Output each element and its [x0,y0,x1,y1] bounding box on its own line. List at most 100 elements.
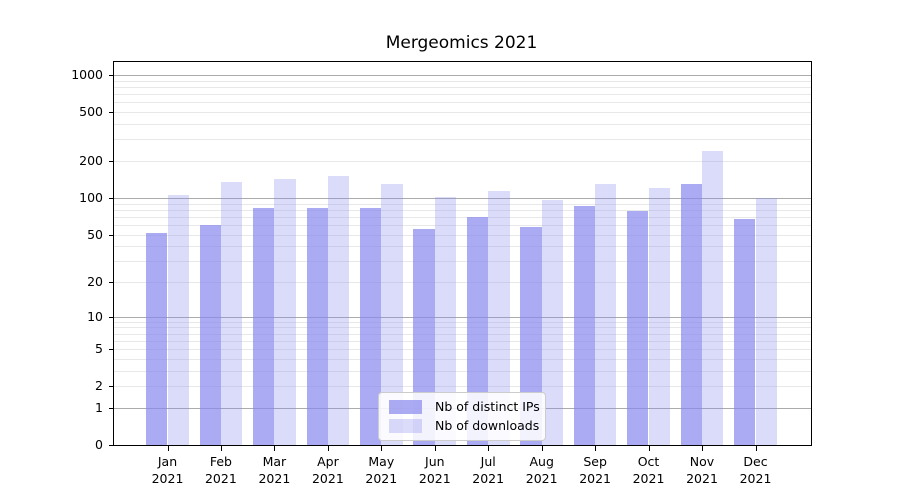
gridline-minor-20 [114,282,811,283]
gridline-minor-6 [114,340,811,342]
y-tick-200 [109,161,114,162]
bar-distinct-ips-aug-2021 [520,226,542,445]
y-tick-50 [109,234,114,236]
bar-distinct-ips-apr-2021 [306,207,328,445]
x-tick-dec [755,446,757,451]
y-tick-label-100: 100 [79,189,103,205]
y-tick-label-500: 500 [79,104,103,120]
y-tick-label-50: 50 [87,226,103,242]
bar-distinct-ips-may-2021 [359,208,382,445]
x-tick-label-apr: Apr 2021 [311,454,344,486]
x-tick-label-nov: Nov 2021 [686,454,718,486]
bar-downloads-may-2021 [381,183,403,445]
x-tick-label-feb: Feb 2021 [204,454,237,486]
x-tick-label-sep: Sep 2021 [579,454,611,486]
bar-distinct-ips-jul-2021 [466,216,489,445]
x-tick-label-mar: Mar 2021 [258,454,291,486]
legend-swatch-downloads [389,418,422,433]
bar-downloads-oct-2021 [648,187,670,445]
x-tick-aug [541,446,543,451]
x-tick-label-aug: Aug 2021 [525,454,558,486]
bar-downloads-mar-2021 [274,178,296,445]
gridline-minor-300 [114,139,811,141]
gridline-minor-50 [114,234,811,236]
y-tick-label-10: 10 [87,308,103,324]
gridline-minor-30 [114,261,811,263]
x-tick-jun [434,446,436,451]
y-tick-label-20: 20 [87,274,103,289]
bar-downloads-apr-2021 [327,176,350,445]
bar-distinct-ips-oct-2021 [627,211,649,445]
x-tick-feb [220,446,222,451]
y-tick-10 [109,316,114,318]
legend-swatch-distinct-ips [389,399,422,414]
y-tick-0 [109,445,114,446]
gridline-minor-600 [114,102,811,104]
x-tick-label-oct: Oct 2021 [632,454,665,486]
x-tick-sep [595,446,597,451]
bar-distinct-ips-mar-2021 [253,208,275,445]
gridline-minor-40 [114,246,811,248]
gridline-minor-3 [114,370,811,372]
plot-area [113,61,812,446]
y-tick-label-200: 200 [79,153,103,168]
gridline-minor-500 [114,112,811,114]
legend-item-downloads: Nb of downloads [379,416,545,435]
bar-downloads-dec-2021 [755,197,777,445]
x-tick-label-may: May 2021 [365,454,398,486]
gridline-minor-4 [114,358,811,360]
gridline-minor-9 [114,321,811,323]
bar-downloads-feb-2021 [221,181,243,445]
legend-label-downloads: Nb of downloads [435,418,540,433]
x-tick-label-jun: Jun 2021 [418,454,451,486]
gridline-minor-200 [114,161,811,162]
legend-label-distinct-ips: Nb of distinct IPs [435,399,540,414]
bar-downloads-jul-2021 [488,191,510,445]
x-tick-may [381,446,383,451]
gridline-minor-7 [114,333,811,335]
chart-title: Mergeomics 2021 [385,33,538,53]
gridline-minor-60 [114,224,811,226]
bar-distinct-ips-nov-2021 [680,183,702,445]
y-tick-20 [109,282,114,283]
y-tick-1 [109,407,114,409]
gridline-minor-900 [114,80,811,82]
y-tick-label-1: 1 [95,399,103,415]
gridline-major-100 [114,197,811,199]
legend: Nb of distinct IPs Nb of downloads [378,392,546,441]
bar-downloads-aug-2021 [541,200,564,445]
x-tick-oct [648,446,650,451]
x-tick-label-jul: Jul 2021 [472,454,505,486]
x-tick-label-dec: Dec 2021 [739,454,772,486]
gridline-minor-5 [114,349,811,351]
y-tick-100 [109,197,114,199]
bar-distinct-ips-jun-2021 [413,229,435,445]
y-tick-1000 [109,75,114,76]
bar-distinct-ips-feb-2021 [199,224,221,445]
gridline-minor-400 [114,124,811,125]
gridline-major-1000 [114,75,811,76]
legend-item-distinct-ips: Nb of distinct IPs [379,397,545,416]
x-tick-mar [274,446,276,451]
x-tick-apr [327,446,329,451]
bar-distinct-ips-sep-2021 [573,205,596,445]
x-tick-jan [167,446,169,451]
bar-downloads-jun-2021 [434,196,457,445]
gridline-minor-8 [114,327,811,329]
bar-distinct-ips-dec-2021 [734,219,756,445]
gridline-minor-700 [114,94,811,96]
bar-distinct-ips-jan-2021 [146,233,168,445]
y-tick-label-5: 5 [95,341,103,357]
y-tick-2 [109,386,114,388]
gridline-minor-90 [114,203,811,205]
gridline-minor-800 [114,87,811,88]
x-tick-label-jan: Jan 2021 [151,454,184,486]
gridline-minor-70 [114,216,811,218]
y-tick-500 [109,112,114,114]
y-tick-label-0: 0 [95,437,103,452]
y-tick-label-1000: 1000 [71,67,103,82]
gridline-major-10 [114,316,811,318]
bar-downloads-jan-2021 [167,194,189,445]
x-tick-jul [488,446,490,451]
